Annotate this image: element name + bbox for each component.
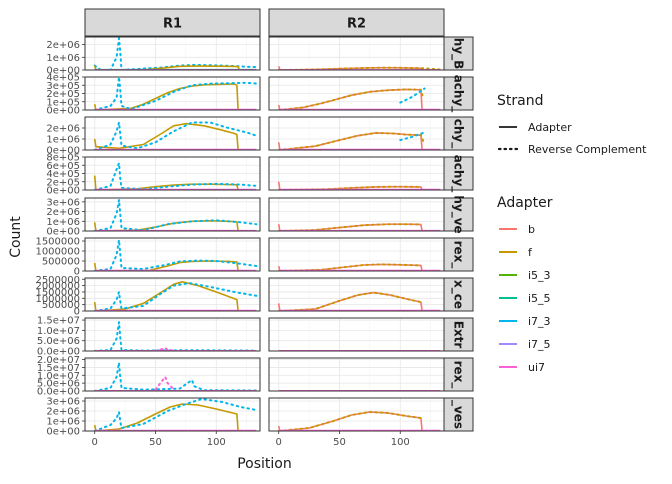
row-strip-label: Extr xyxy=(452,321,466,349)
x-tick-label: 100 xyxy=(391,437,410,448)
x-tick-label: 0 xyxy=(92,437,98,448)
y-axis-title: Count xyxy=(8,216,24,258)
panel-background xyxy=(85,318,260,351)
facet-panel xyxy=(269,278,444,311)
legend-label-strand: Reverse Complement xyxy=(528,143,647,156)
y-tick-label: 2e+06 xyxy=(46,407,80,418)
legend-label-adapter: i5_5 xyxy=(528,292,551,305)
y-tick-label: 2e+06 xyxy=(46,40,80,51)
row-strip-label: achy_ xyxy=(451,155,466,193)
row-strip-label: hy_B xyxy=(451,38,466,70)
panel-background xyxy=(269,278,444,311)
facet-panel xyxy=(269,37,444,70)
panel-background xyxy=(85,37,260,70)
row-strip-label: _ves xyxy=(451,400,466,429)
y-tick-label: 3e+06 xyxy=(46,197,80,208)
facet-panel xyxy=(85,198,260,231)
facet-panel xyxy=(85,157,260,190)
facet-panel xyxy=(269,198,444,231)
y-tick-label: 2500000 xyxy=(35,275,80,286)
facet-panel xyxy=(85,117,260,150)
legend-label-adapter: b xyxy=(528,223,535,236)
x-tick-label: 50 xyxy=(149,437,162,448)
x-tick-label: 0 xyxy=(276,437,282,448)
facet-panel xyxy=(269,358,444,391)
row-strip-label: x_ce xyxy=(451,280,466,309)
y-tick-label: 8e+05 xyxy=(46,153,80,164)
y-tick-label: 3e+06 xyxy=(46,397,80,408)
legend-label-strand: Adapter xyxy=(528,121,572,134)
facet-panel xyxy=(269,77,444,110)
facet-panel xyxy=(269,117,444,150)
facet-panel xyxy=(85,77,260,110)
facet-panel xyxy=(269,318,444,351)
y-tick-label: 4e+05 xyxy=(46,73,80,84)
y-tick-label: 1000000 xyxy=(35,247,80,258)
legend-label-adapter: ui7 xyxy=(528,361,545,374)
y-tick-label: 1e+06 xyxy=(46,135,80,146)
y-tick-label: 1e+06 xyxy=(46,417,80,428)
facet-panel xyxy=(85,398,260,431)
legend-title-strand: Strand xyxy=(497,93,543,109)
panel-background xyxy=(269,358,444,391)
row-strip-label: chy_ xyxy=(451,119,466,148)
facet-panel xyxy=(85,358,260,391)
panel-background xyxy=(269,318,444,351)
row-strip-label: achy_ xyxy=(451,75,466,113)
row-strip-label: hy_ve xyxy=(451,195,466,233)
facet-panel xyxy=(269,238,444,271)
y-tick-label: 1.5e+07 xyxy=(37,316,80,327)
column-strip-label: R2 xyxy=(347,17,366,32)
legend-label-adapter: i7_5 xyxy=(528,338,551,351)
y-tick-label: 5.0e+06 xyxy=(37,336,80,347)
legend-title-adapter: Adapter xyxy=(497,195,553,211)
facet-panel xyxy=(269,398,444,431)
facet-panel xyxy=(85,37,260,70)
y-tick-label: 1e+06 xyxy=(46,53,80,64)
panel-background xyxy=(269,117,444,150)
facet-panel xyxy=(85,318,260,351)
y-tick-label: 0e+00 xyxy=(46,427,80,438)
column-strip-label: R1 xyxy=(163,17,182,32)
panel-background xyxy=(269,37,444,70)
legend-label-adapter: i5_3 xyxy=(528,269,551,282)
facet-panel xyxy=(85,238,260,271)
y-tick-label: 1e+06 xyxy=(46,217,80,228)
legend-label-adapter: f xyxy=(528,246,533,259)
panel-background xyxy=(85,398,260,431)
y-tick-label: 2e+06 xyxy=(46,207,80,218)
y-tick-label: 2.0e+07 xyxy=(37,355,80,366)
x-tick-label: 100 xyxy=(207,437,226,448)
x-axis-title: Position xyxy=(237,456,292,472)
y-tick-label: 2e+06 xyxy=(46,124,80,135)
y-tick-label: 500000 xyxy=(42,257,80,268)
facet-panel xyxy=(85,278,260,311)
row-strip-label: rex_ xyxy=(451,361,466,389)
y-tick-label: 1.0e+07 xyxy=(37,326,80,337)
row-strip-label: rex_ xyxy=(451,241,466,269)
facet-panel xyxy=(269,157,444,190)
legend-label-adapter: i7_3 xyxy=(528,315,551,328)
x-tick-label: 50 xyxy=(333,437,346,448)
panel-background xyxy=(85,238,260,271)
y-tick-label: 1500000 xyxy=(35,237,80,248)
